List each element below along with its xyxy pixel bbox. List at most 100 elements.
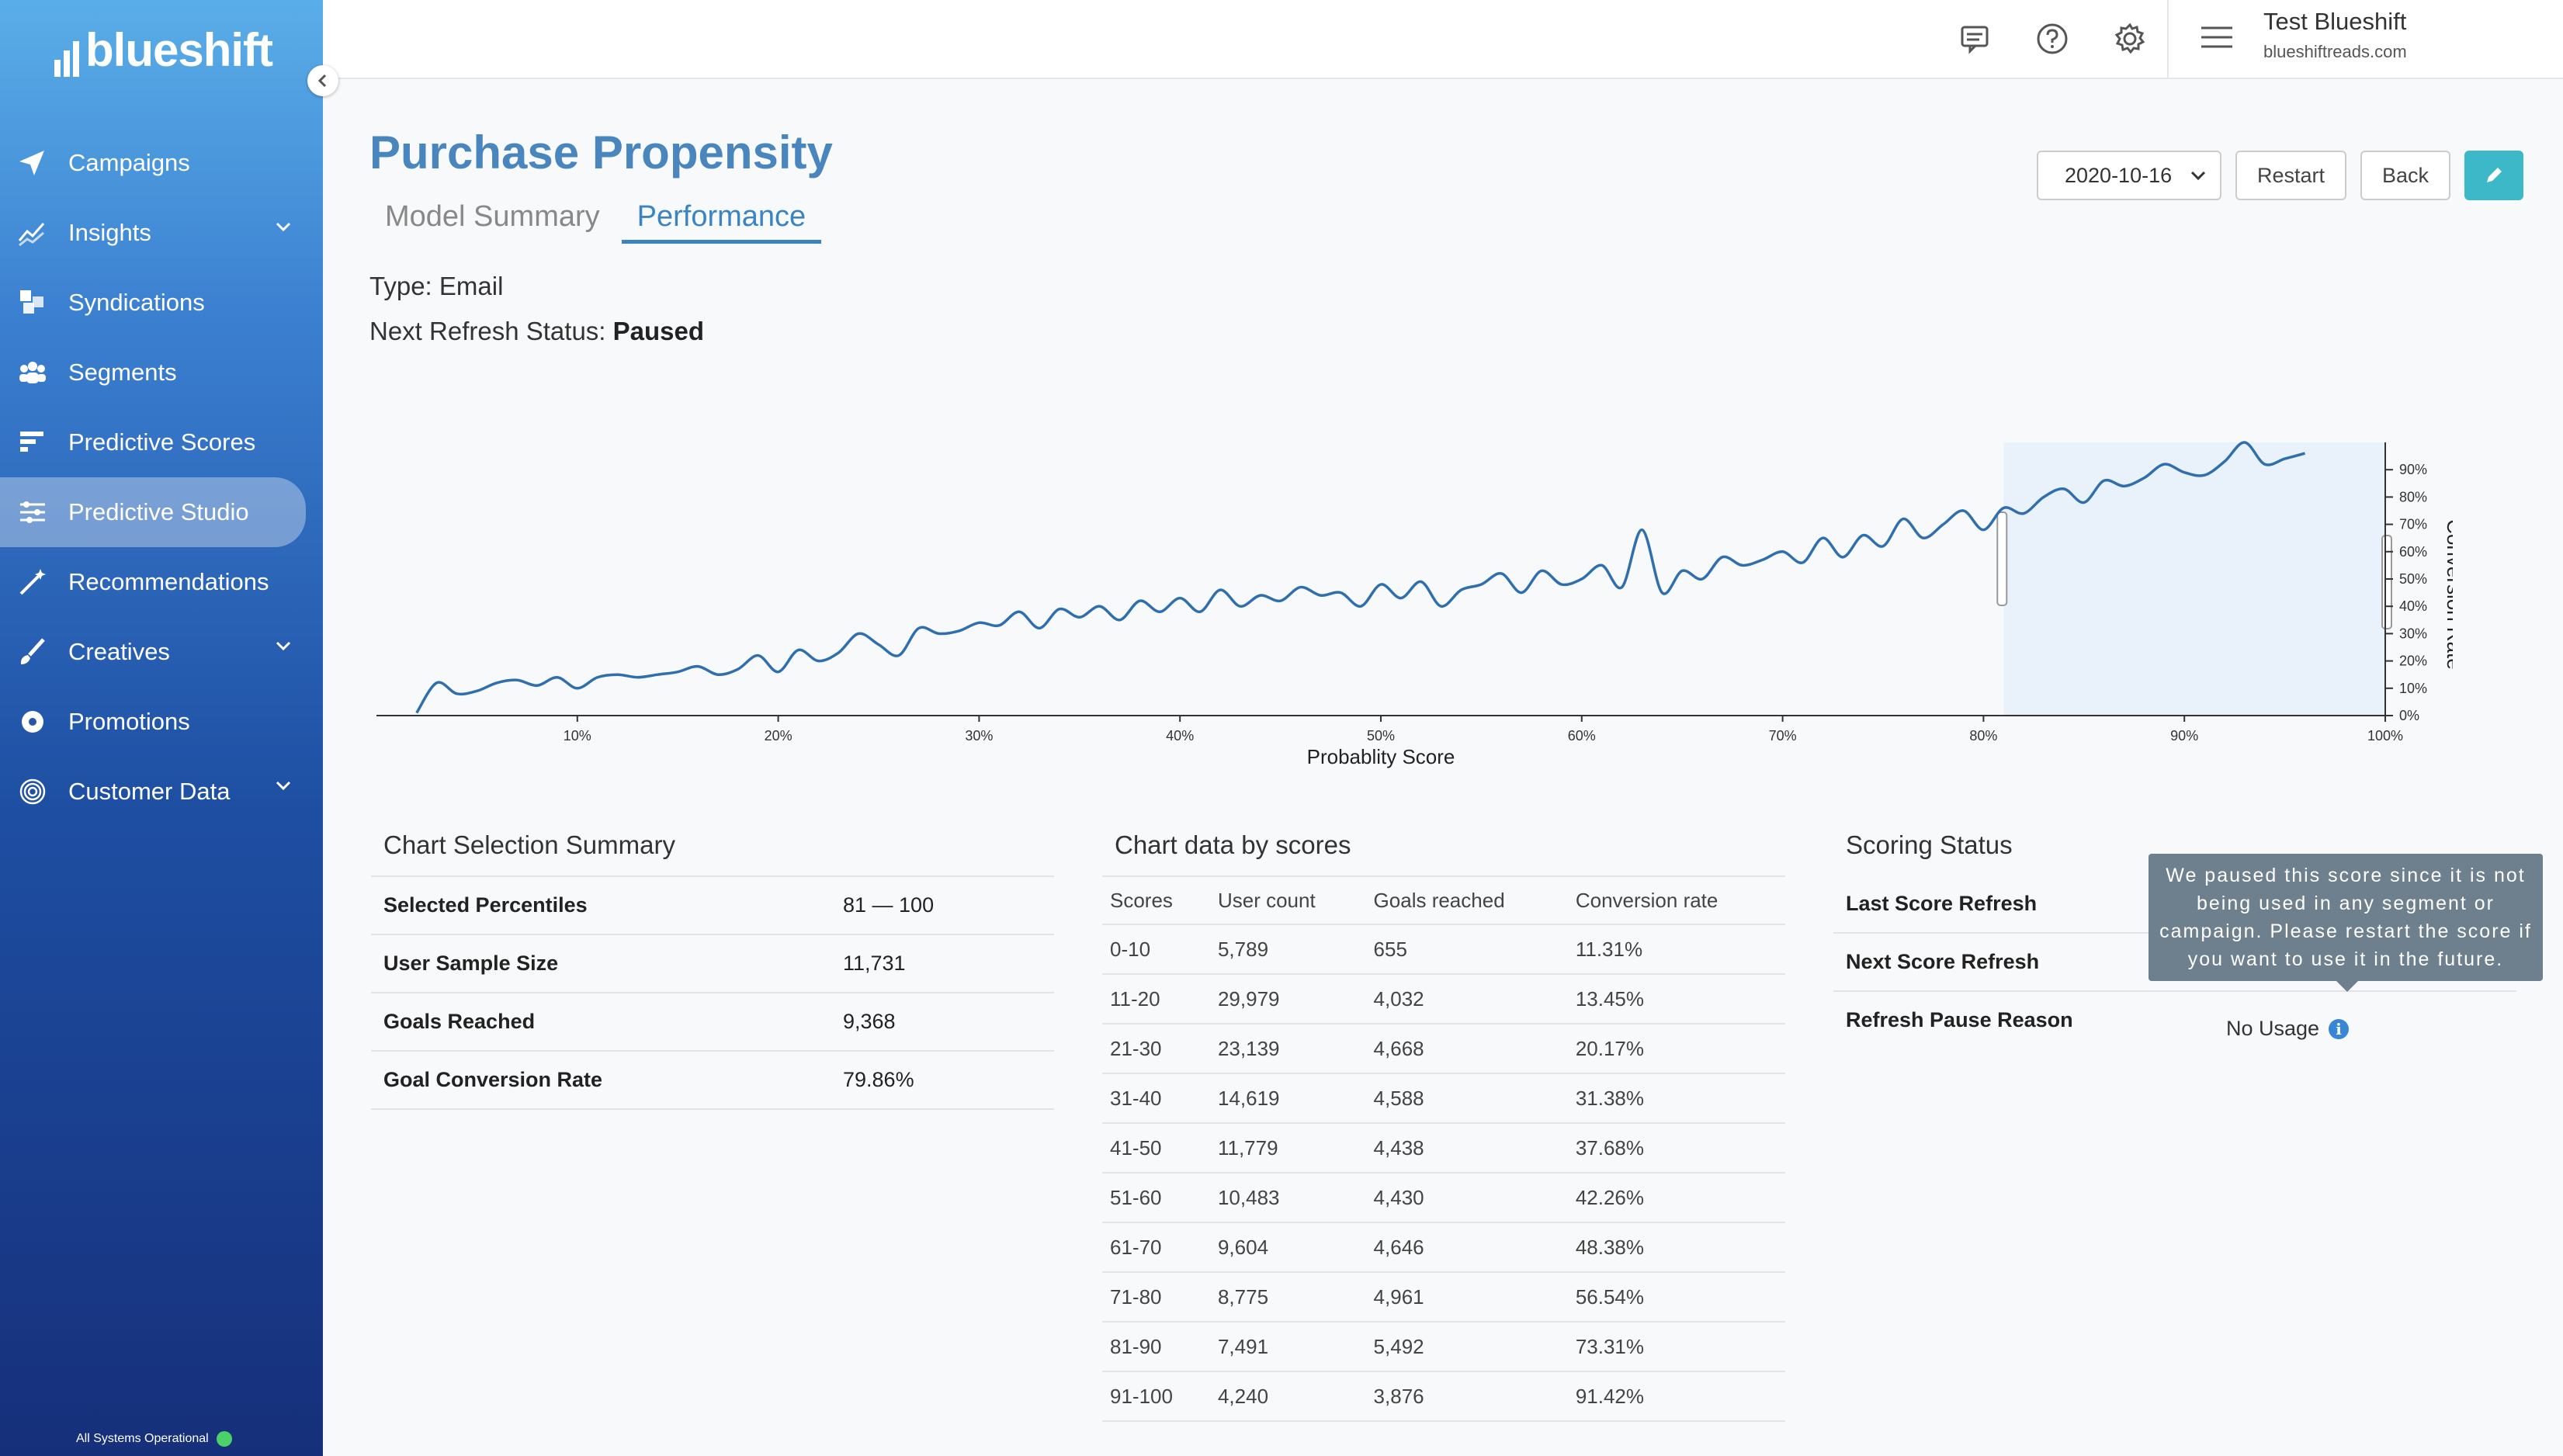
y-tick-label: 70% [2399, 517, 2427, 532]
selection-summary-table: Selected Percentiles 81 — 100 User Sample … [371, 875, 1054, 1110]
table-header-row: Scores User count Goals reached Conversion … [1102, 875, 1785, 924]
table-cell: 29,979 [1209, 973, 1366, 1024]
y-tick-label: 80% [2399, 489, 2427, 504]
badge-gear-icon [17, 706, 48, 737]
table-cell: 0-10 [1102, 924, 1210, 974]
table-cell: 655 [1365, 924, 1568, 974]
summary-value: 81 — 100 [831, 875, 1054, 934]
x-tick-label: 50% [1367, 728, 1395, 744]
summary-value: 9,368 [831, 992, 1054, 1051]
table-cell: 4,646 [1365, 1222, 1568, 1272]
scores-title: Chart data by scores [1115, 830, 1351, 859]
chevron-down-icon[interactable] [275, 640, 292, 651]
sidebar-item-customer-data[interactable]: Customer Data [0, 757, 323, 827]
summary-label: Selected Percentiles [371, 875, 831, 934]
table-cell: 71-80 [1102, 1271, 1210, 1322]
info-icon[interactable]: i [2329, 1018, 2350, 1039]
x-tick-label: 60% [1568, 728, 1596, 744]
y-tick-label: 90% [2399, 462, 2427, 477]
sidebar-item-predictive-scores[interactable]: Predictive Scores [0, 407, 323, 477]
selection-handle-right [2381, 535, 2392, 629]
scores-panel: Chart data by scores Scores User count Goa… [1102, 830, 1785, 1422]
system-status[interactable]: All Systems Operational [76, 1431, 232, 1447]
table-cell: 37.68% [1567, 1122, 1785, 1173]
sidebar-item-label: Segments [68, 359, 177, 386]
y-tick-label: 0% [2399, 708, 2419, 723]
sidebar-item-segments[interactable]: Segments [0, 338, 323, 407]
summary-row: Goals Reached 9,368 [371, 992, 1054, 1051]
sidebar-item-insights[interactable]: Insights [0, 198, 323, 268]
table-cell: 8,775 [1209, 1271, 1366, 1322]
table-cell: 20.17% [1567, 1023, 1785, 1073]
x-tick-label: 40% [1166, 728, 1194, 744]
sidebar-item-label: Recommendations [68, 568, 269, 595]
selection-region [2003, 442, 2385, 716]
table-cell: 91.42% [1567, 1371, 1785, 1422]
y-tick-label: 40% [2399, 598, 2427, 614]
brand-logo[interactable]: blueshift [54, 23, 273, 77]
settings-gear-icon[interactable] [2108, 17, 2152, 61]
table-cell: 14,619 [1209, 1073, 1366, 1123]
table-cell: 42.26% [1567, 1172, 1785, 1222]
user-name: Test Blueshift [2263, 8, 2407, 35]
x-axis-label: Probablity Score [1307, 745, 1455, 768]
tabs: Model Summary Performance [369, 200, 822, 244]
table-row: 11-20 29,979 4,032 13.45% [1102, 973, 1785, 1024]
sidebar-item-label: Predictive Scores [68, 428, 256, 456]
summary-label: Goal Conversion Rate [371, 1050, 831, 1110]
edit-button[interactable] [2464, 151, 2524, 200]
chevron-down-icon[interactable] [275, 221, 292, 232]
status-dot-icon [216, 1431, 232, 1447]
sidebar-item-recommendations[interactable]: Recommendations [0, 547, 323, 617]
tab-performance[interactable]: Performance [621, 200, 822, 244]
table-cell: 7,491 [1209, 1321, 1366, 1371]
sidebar-item-label: Syndications [68, 289, 205, 316]
sidebar-item-creatives[interactable]: Creatives [0, 617, 323, 687]
table-row: 71-80 8,775 4,961 56.54% [1102, 1271, 1785, 1322]
fingerprint-icon [17, 776, 48, 807]
table-cell: 23,139 [1209, 1023, 1366, 1073]
chat-icon[interactable] [1953, 17, 1996, 61]
x-tick-label: 20% [765, 728, 792, 744]
performance-chart[interactable]: 10% 20% 30% 40% 50% 60% 70% 80% 90% 100% 0% 10% 20% 3… [357, 419, 2453, 776]
y-axis-label: Conversion Rate [2443, 519, 2453, 670]
sidebar-nav: Campaigns Insights Syndications Segments Pre… [0, 128, 323, 827]
sidebar-item-campaigns[interactable]: Campaigns [0, 128, 323, 198]
user-menu[interactable]: Test Blueshift blueshiftreads.com [2167, 0, 2563, 78]
table-cell: 51-60 [1102, 1172, 1210, 1222]
table-cell: 13.45% [1567, 973, 1785, 1024]
chevron-left-icon [317, 74, 327, 88]
chevron-down-icon [2190, 171, 2206, 181]
restart-button[interactable]: Restart [2235, 151, 2347, 200]
refresh-value: Paused [612, 317, 705, 345]
sidebar-item-syndications[interactable]: Syndications [0, 268, 323, 338]
x-tick-label: 10% [564, 728, 591, 744]
sidebar-item-promotions[interactable]: Promotions [0, 687, 323, 757]
help-icon[interactable] [2031, 17, 2074, 61]
x-tick-label: 80% [1969, 728, 1997, 744]
y-tick-label: 50% [2399, 571, 2427, 587]
x-tick-label: 90% [2170, 728, 2198, 744]
table-row: 61-70 9,604 4,646 48.38% [1102, 1222, 1785, 1272]
sidebar-item-label: Customer Data [68, 778, 231, 805]
summary-value: 79.86% [831, 1050, 1054, 1110]
paper-plane-icon [17, 147, 48, 179]
pause-reason-text: No Usage [2226, 1017, 2320, 1040]
tab-model-summary[interactable]: Model Summary [385, 200, 600, 233]
column-header: User count [1209, 875, 1366, 924]
scoring-status-title: Scoring Status [1846, 830, 2013, 859]
bar-lines-icon [17, 427, 48, 458]
collapse-sidebar-button[interactable] [307, 65, 338, 96]
pause-reason-tooltip: We paused this score since it is not bei… [2149, 854, 2543, 992]
table-cell: 81-90 [1102, 1321, 1210, 1371]
chevron-down-icon[interactable] [275, 780, 292, 791]
summary-row: User Sample Size 11,731 [371, 934, 1054, 993]
y-tick-label: 60% [2399, 544, 2427, 560]
hamburger-menu-icon[interactable] [2200, 22, 2234, 53]
back-button[interactable]: Back [2360, 151, 2451, 200]
date-select[interactable]: 2020-10-16 [2037, 151, 2221, 200]
table-cell: 11.31% [1567, 924, 1785, 974]
sidebar-item-predictive-studio[interactable]: Predictive Studio [0, 477, 306, 547]
selection-summary-panel: Chart Selection Summary Selected Percent… [371, 830, 1054, 1110]
sidebar-item-label: Campaigns [68, 149, 190, 176]
